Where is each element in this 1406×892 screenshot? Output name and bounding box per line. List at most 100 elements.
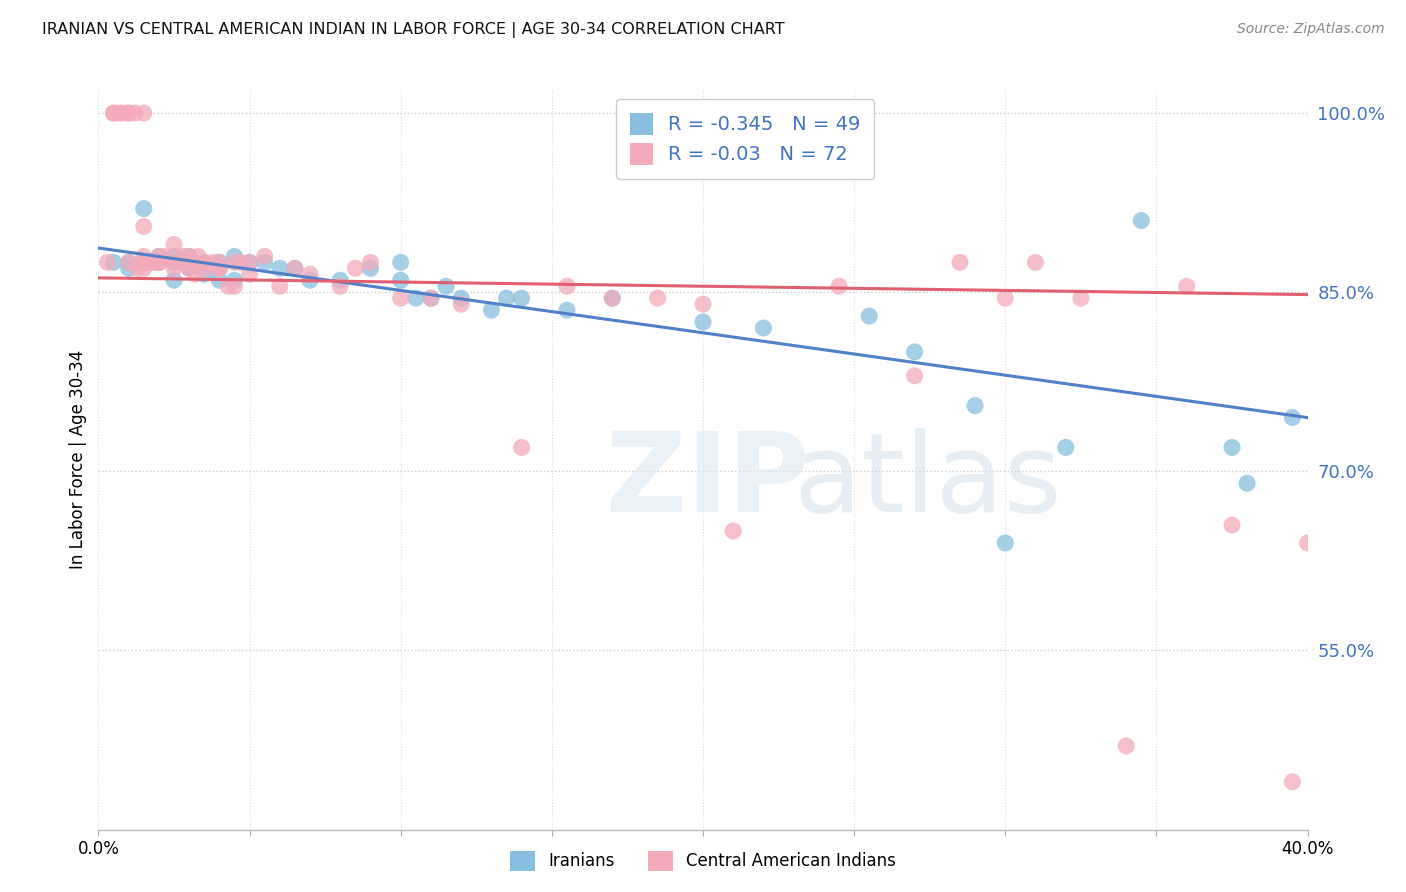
Point <box>904 368 927 383</box>
Point <box>420 291 443 305</box>
Point <box>224 273 246 287</box>
Point <box>132 219 155 234</box>
Point <box>994 291 1017 305</box>
Point <box>858 309 880 323</box>
Point <box>1175 279 1198 293</box>
Point <box>132 106 155 120</box>
Point <box>1220 518 1243 533</box>
Point <box>269 261 291 276</box>
Point <box>1130 213 1153 227</box>
Point <box>163 273 186 287</box>
Point <box>132 261 155 276</box>
Point <box>148 255 170 269</box>
Point <box>148 249 170 263</box>
Point <box>132 255 155 269</box>
Point <box>179 261 201 276</box>
Point <box>193 255 215 269</box>
Point <box>344 261 367 276</box>
Point <box>828 279 851 293</box>
Point <box>602 291 624 305</box>
Point <box>253 249 276 263</box>
Point <box>208 255 231 269</box>
Point <box>510 291 533 305</box>
Point <box>132 202 155 216</box>
Point <box>163 261 186 276</box>
Point <box>217 279 239 293</box>
Point <box>329 279 352 293</box>
Point <box>163 249 186 263</box>
Point <box>360 255 382 269</box>
Point <box>239 268 262 282</box>
Point <box>1115 739 1137 753</box>
Point <box>148 255 170 269</box>
Point <box>118 106 141 120</box>
Point <box>132 255 155 269</box>
Point <box>103 106 125 120</box>
Point <box>647 291 669 305</box>
Point <box>163 237 186 252</box>
Point <box>96 255 118 269</box>
Point <box>389 273 412 287</box>
Point <box>179 249 201 263</box>
Point <box>208 261 231 276</box>
Point <box>239 255 262 269</box>
Point <box>1220 441 1243 455</box>
Point <box>111 106 134 120</box>
Point <box>1296 536 1319 550</box>
Point <box>555 279 578 293</box>
Point <box>224 249 246 263</box>
Text: Source: ZipAtlas.com: Source: ZipAtlas.com <box>1237 22 1385 37</box>
Point <box>284 261 307 276</box>
Point <box>179 261 201 276</box>
Point <box>360 261 382 276</box>
Point <box>179 249 201 263</box>
Point <box>202 255 225 269</box>
Point <box>420 291 443 305</box>
Point <box>481 303 503 318</box>
Point <box>1070 291 1092 305</box>
Point <box>1281 774 1303 789</box>
Point <box>148 249 170 263</box>
Point <box>450 297 472 311</box>
Point <box>389 291 412 305</box>
Point <box>284 261 307 276</box>
Point <box>229 255 252 269</box>
Y-axis label: In Labor Force | Age 30-34: In Labor Force | Age 30-34 <box>69 350 87 569</box>
Point <box>299 273 322 287</box>
Point <box>692 315 714 329</box>
Point <box>405 291 427 305</box>
Point <box>179 255 201 269</box>
Point <box>184 268 207 282</box>
Text: ZIP: ZIP <box>606 428 810 535</box>
Point <box>127 261 149 276</box>
Point <box>450 291 472 305</box>
Point <box>510 441 533 455</box>
Point <box>965 399 987 413</box>
Point <box>187 249 209 263</box>
Point <box>118 255 141 269</box>
Point <box>723 524 745 538</box>
Point <box>193 255 215 269</box>
Point <box>163 255 186 269</box>
Point <box>904 345 927 359</box>
Point <box>389 255 412 269</box>
Point <box>495 291 517 305</box>
Point <box>169 255 191 269</box>
Point <box>253 255 276 269</box>
Point <box>1054 441 1077 455</box>
Point <box>434 279 457 293</box>
Point <box>208 255 231 269</box>
Text: IRANIAN VS CENTRAL AMERICAN INDIAN IN LABOR FORCE | AGE 30-34 CORRELATION CHART: IRANIAN VS CENTRAL AMERICAN INDIAN IN LA… <box>42 22 785 38</box>
Point <box>555 303 578 318</box>
Point <box>103 106 125 120</box>
Point <box>224 255 246 269</box>
Text: atlas: atlas <box>793 428 1062 535</box>
Legend: Iranians, Central American Indians: Iranians, Central American Indians <box>502 842 904 880</box>
Point <box>224 279 246 293</box>
Point <box>208 261 231 276</box>
Point <box>163 255 186 269</box>
Point <box>1236 476 1258 491</box>
Point <box>193 268 215 282</box>
Point <box>752 321 775 335</box>
Point <box>108 106 131 120</box>
